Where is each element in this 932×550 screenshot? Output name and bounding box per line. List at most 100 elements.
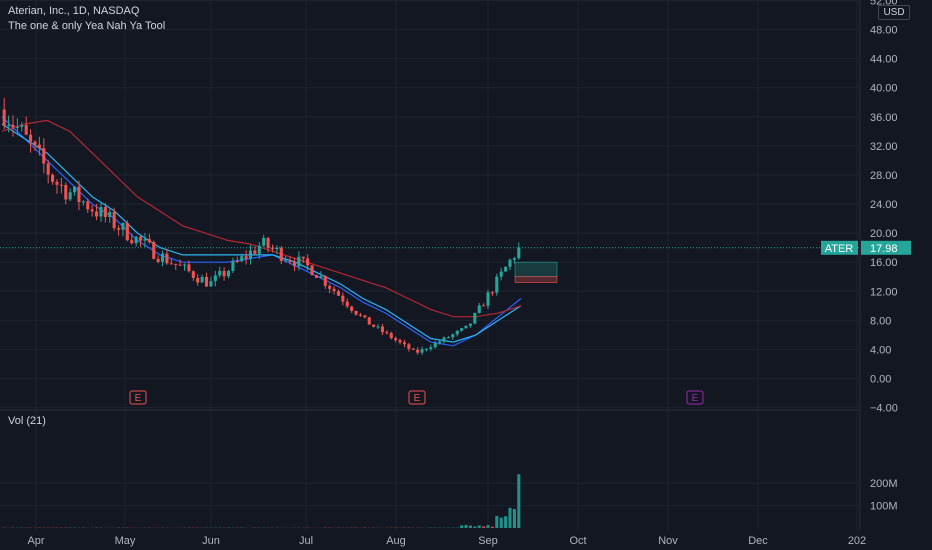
candle[interactable]: [429, 344, 433, 352]
candle[interactable]: [24, 116, 28, 136]
candle[interactable]: [222, 267, 226, 281]
candle-body[interactable]: [301, 256, 305, 259]
candle-body[interactable]: [121, 223, 125, 230]
candle[interactable]: [499, 267, 503, 281]
candle-body[interactable]: [165, 253, 169, 264]
candle[interactable]: [73, 186, 77, 196]
candle-body[interactable]: [200, 276, 204, 283]
candle[interactable]: [51, 173, 55, 185]
candle[interactable]: [354, 310, 358, 316]
candle-body[interactable]: [288, 260, 292, 262]
candle[interactable]: [226, 269, 231, 279]
candle-body[interactable]: [103, 207, 107, 218]
candle-body[interactable]: [508, 259, 512, 267]
candle[interactable]: [262, 234, 266, 248]
candle[interactable]: [90, 204, 94, 217]
candle-body[interactable]: [460, 328, 464, 331]
candle[interactable]: [196, 274, 200, 286]
candle-body[interactable]: [455, 330, 459, 335]
candle-body[interactable]: [29, 134, 33, 142]
candle-body[interactable]: [64, 184, 68, 200]
candle[interactable]: [156, 255, 160, 264]
symbol-title[interactable]: Aterian, Inc., 1D, NASDAQ: [8, 5, 140, 17]
candle-body[interactable]: [372, 324, 376, 327]
candle-body[interactable]: [187, 264, 191, 272]
candle[interactable]: [42, 138, 46, 174]
candle[interactable]: [297, 251, 301, 271]
candle-body[interactable]: [275, 247, 279, 250]
candle[interactable]: [130, 233, 134, 245]
candle[interactable]: [117, 225, 121, 236]
candle[interactable]: [218, 266, 222, 278]
candle-body[interactable]: [169, 263, 173, 265]
candle-body[interactable]: [95, 211, 99, 217]
candle[interactable]: [103, 202, 107, 223]
candle-body[interactable]: [178, 264, 182, 266]
candle[interactable]: [29, 129, 33, 153]
candle[interactable]: [380, 324, 384, 335]
candle-body[interactable]: [253, 250, 257, 254]
candle[interactable]: [139, 235, 143, 248]
candle-body[interactable]: [350, 306, 354, 311]
candle-body[interactable]: [310, 265, 314, 276]
candle-body[interactable]: [134, 236, 138, 244]
candle[interactable]: [438, 339, 442, 345]
candle[interactable]: [363, 315, 367, 319]
candle-body[interactable]: [385, 332, 389, 334]
candle[interactable]: [231, 257, 235, 274]
candle[interactable]: [99, 201, 103, 222]
candle-body[interactable]: [380, 326, 384, 333]
candle-body[interactable]: [226, 270, 231, 277]
candle[interactable]: [15, 118, 19, 136]
candle-body[interactable]: [433, 342, 437, 348]
candle[interactable]: [81, 200, 85, 206]
candle[interactable]: [345, 298, 349, 309]
candle[interactable]: [121, 222, 125, 237]
candle[interactable]: [306, 254, 310, 271]
candle[interactable]: [420, 346, 424, 355]
candle-body[interactable]: [257, 245, 261, 254]
candle-body[interactable]: [358, 314, 363, 316]
candle-body[interactable]: [345, 301, 349, 307]
candle-body[interactable]: [389, 333, 393, 339]
candle[interactable]: [182, 263, 187, 271]
candle-body[interactable]: [464, 325, 468, 329]
candle-body[interactable]: [328, 285, 332, 289]
candle[interactable]: [411, 347, 415, 351]
candle[interactable]: [402, 339, 406, 348]
candle-body[interactable]: [499, 271, 503, 277]
candle-body[interactable]: [482, 305, 486, 307]
candle[interactable]: [455, 329, 459, 337]
candle-body[interactable]: [196, 278, 200, 283]
candle-body[interactable]: [24, 125, 28, 135]
candle[interactable]: [33, 140, 37, 151]
candle-body[interactable]: [42, 148, 46, 164]
candle[interactable]: [424, 348, 428, 352]
last-price-tag[interactable]: ATER 17.98: [821, 240, 911, 255]
candle[interactable]: [398, 338, 402, 345]
candle-body[interactable]: [37, 144, 41, 149]
currency-badge[interactable]: USD: [878, 5, 910, 20]
candle[interactable]: [213, 270, 217, 287]
candle-body[interactable]: [376, 326, 380, 328]
candle[interactable]: [143, 232, 147, 247]
candle[interactable]: [508, 258, 512, 271]
candle[interactable]: [55, 179, 59, 194]
candle[interactable]: [248, 244, 253, 265]
candle-body[interactable]: [407, 344, 411, 349]
earnings-badge[interactable]: [686, 390, 704, 405]
candle-body[interactable]: [284, 260, 288, 262]
candle[interactable]: [460, 327, 464, 332]
candle-body[interactable]: [108, 212, 112, 218]
candle-body[interactable]: [20, 125, 24, 127]
candle[interactable]: [332, 285, 336, 295]
candle-body[interactable]: [191, 271, 195, 279]
candle[interactable]: [160, 250, 165, 267]
candle[interactable]: [512, 256, 516, 264]
candle-body[interactable]: [336, 291, 341, 296]
candle[interactable]: [77, 180, 81, 211]
earnings-marker[interactable]: E: [686, 390, 704, 405]
candle[interactable]: [209, 276, 213, 287]
volume-title[interactable]: Vol (21): [8, 415, 46, 427]
candle[interactable]: [473, 312, 477, 325]
